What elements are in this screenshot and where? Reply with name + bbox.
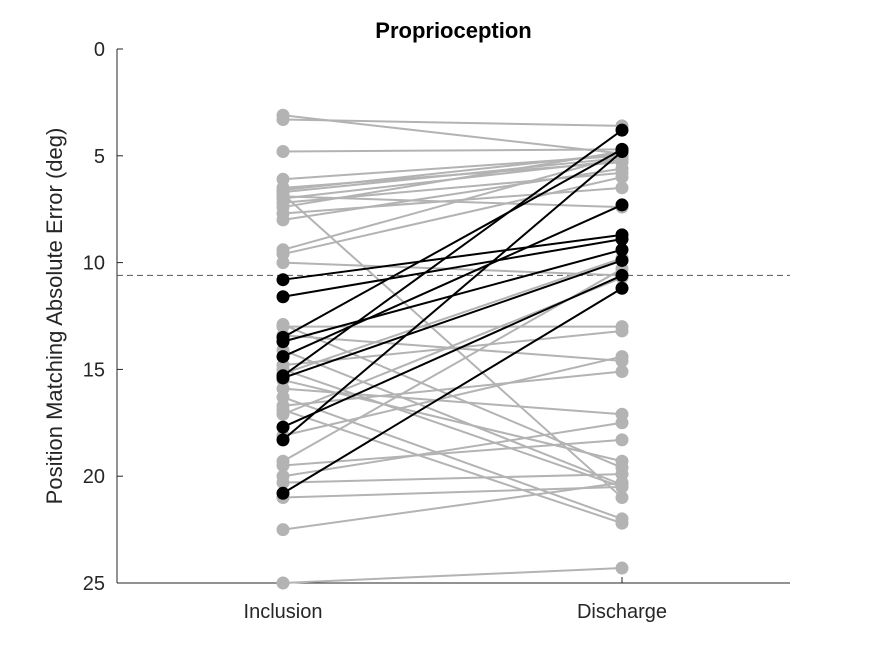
other-line (282, 167, 623, 221)
y-tick-label: 0 (94, 39, 105, 61)
improved-point-discharge (615, 232, 629, 246)
other-point-inclusion (276, 112, 290, 126)
other-point-discharge (615, 170, 629, 184)
other-point-inclusion (276, 407, 290, 421)
x-ticks: Inclusion Discharge (244, 577, 667, 623)
other-line (282, 148, 623, 153)
improved-line (282, 233, 623, 281)
y-tick-label: 20 (83, 466, 105, 488)
improved-point-inclusion (276, 335, 290, 349)
other-point-inclusion (276, 576, 290, 590)
improved-point-discharge (615, 243, 629, 257)
other-point-discharge (615, 461, 629, 475)
improved-line (282, 238, 623, 298)
other-point-inclusion (276, 318, 290, 332)
other-point-discharge (615, 433, 629, 447)
improved-point-inclusion (276, 290, 290, 304)
other-point-inclusion (276, 523, 290, 537)
other-point-discharge (615, 416, 629, 430)
other-line (282, 323, 623, 469)
other-line (282, 349, 623, 486)
series-other (276, 108, 629, 590)
other-line (282, 257, 623, 375)
improved-point-inclusion (276, 350, 290, 364)
other-point-discharge (615, 350, 629, 364)
series-improved (276, 123, 629, 500)
improved-line (282, 259, 623, 379)
plot-area: 0 5 10 15 20 25 Inclusion Discharge (83, 39, 790, 623)
other-point-discharge (615, 561, 629, 575)
other-point-inclusion (276, 213, 290, 227)
x-tick-label: Discharge (577, 601, 667, 623)
x-tick-label: Inclusion (244, 601, 323, 623)
other-point-inclusion (276, 256, 290, 270)
y-axis-label: Position Matching Absolute Error (deg) (42, 128, 67, 505)
improved-line (282, 274, 623, 428)
improved-line (282, 148, 623, 339)
improved-point-inclusion (276, 433, 290, 447)
other-line (282, 329, 623, 367)
other-line (282, 485, 623, 499)
y-ticks: 0 5 10 15 20 25 (83, 39, 123, 595)
other-line (282, 261, 623, 277)
other-point-inclusion (276, 459, 290, 473)
other-line (282, 421, 623, 478)
other-point-discharge (615, 365, 629, 379)
improved-line (282, 150, 623, 441)
other-line (282, 150, 623, 209)
other-line (282, 118, 623, 127)
other-point-discharge (615, 181, 629, 195)
other-line (282, 396, 623, 520)
improved-point-discharge (615, 145, 629, 159)
other-line (282, 481, 623, 531)
improved-point-discharge (615, 253, 629, 267)
improved-point-inclusion (276, 273, 290, 287)
other-line (282, 368, 623, 488)
improved-point-inclusion (276, 420, 290, 434)
other-line (282, 156, 623, 194)
other-point-discharge (615, 324, 629, 338)
improved-line (282, 287, 623, 495)
chart-title: Proprioception (375, 18, 531, 43)
improved-point-discharge (615, 198, 629, 212)
other-line (282, 114, 623, 155)
other-point-discharge (615, 491, 629, 505)
improved-point-discharge (615, 123, 629, 137)
improved-point-inclusion (276, 486, 290, 500)
other-point-inclusion (276, 476, 290, 490)
other-point-inclusion (276, 145, 290, 159)
y-tick-label: 5 (94, 146, 105, 168)
y-tick-label: 15 (83, 359, 105, 381)
improved-point-inclusion (276, 369, 290, 383)
improved-line (282, 129, 623, 377)
other-line (282, 152, 623, 191)
other-line (282, 176, 623, 256)
improved-point-discharge (615, 268, 629, 282)
other-point-discharge (615, 516, 629, 530)
other-point-discharge (615, 476, 629, 490)
y-tick-label: 25 (83, 573, 105, 595)
other-line (282, 186, 623, 215)
improved-point-discharge (615, 281, 629, 295)
other-line (282, 370, 623, 407)
other-line (282, 154, 623, 251)
y-tick-label: 10 (83, 253, 105, 275)
improved-line (282, 204, 623, 358)
other-point-inclusion (276, 187, 290, 201)
other-line (282, 473, 623, 484)
other-line (282, 567, 623, 584)
